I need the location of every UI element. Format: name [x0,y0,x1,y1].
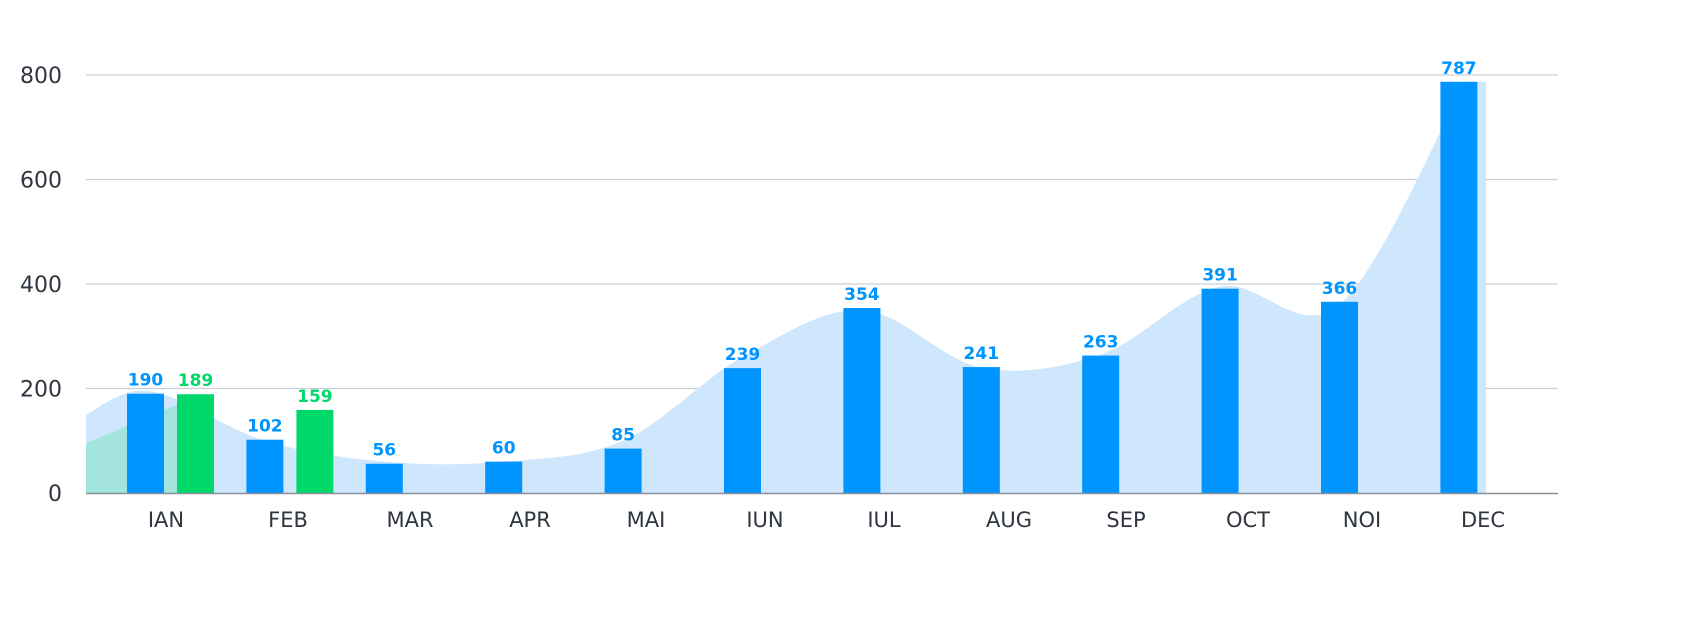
x-tick-label: FEB [268,508,308,532]
bar-blue-ian [127,393,164,493]
data-label: 60 [492,439,516,459]
data-label: 85 [611,426,635,446]
bar-green-feb [296,409,334,493]
data-label: 263 [1083,333,1119,353]
x-tick-label: MAR [386,508,433,532]
y-tick-label: 400 [20,273,62,298]
x-tick-label: IAN [148,508,184,532]
bar-blue-iul [843,308,881,493]
x-tick-label: NOI [1343,508,1381,532]
data-label: 190 [128,371,164,391]
data-label: 102 [247,417,283,437]
x-tick-label: IUN [746,508,783,532]
bar-blue-aug [962,367,1000,493]
x-tick-label: SEP [1106,508,1145,532]
data-label: 787 [1441,59,1477,79]
bar-blue-mar [365,463,403,493]
x-tick-label: DEC [1461,508,1505,532]
y-tick-label: 600 [20,169,62,194]
bar-blue-apr [485,461,523,493]
y-tick-label: 0 [48,482,62,507]
x-tick-label: AUG [986,508,1032,532]
bar-blue-sep [1082,355,1120,493]
data-label: 239 [725,345,761,365]
x-tick-label: APR [509,508,551,532]
bar-green-ian [177,394,214,493]
bar-blue-noi [1321,301,1358,493]
bar-blue-mai [604,448,642,493]
data-label: 56 [372,441,396,461]
bar-blue-dec [1440,81,1478,493]
data-label: 189 [178,371,214,391]
bar-blue-iun [724,368,761,493]
x-tick-label: MAI [627,508,666,532]
data-label: 391 [1202,266,1238,286]
x-tick-label: OCT [1226,508,1270,532]
blue-trend-area [86,81,1486,493]
data-label: 366 [1322,279,1358,299]
y-tick-label: 200 [20,378,62,403]
data-label: 354 [844,285,880,305]
bar-blue-oct [1201,288,1239,493]
bar-blue-feb [246,439,284,493]
y-tick-label: 800 [20,64,62,89]
data-label: 159 [297,387,333,407]
data-label: 241 [964,344,1000,364]
x-tick-label: IUL [867,508,901,532]
